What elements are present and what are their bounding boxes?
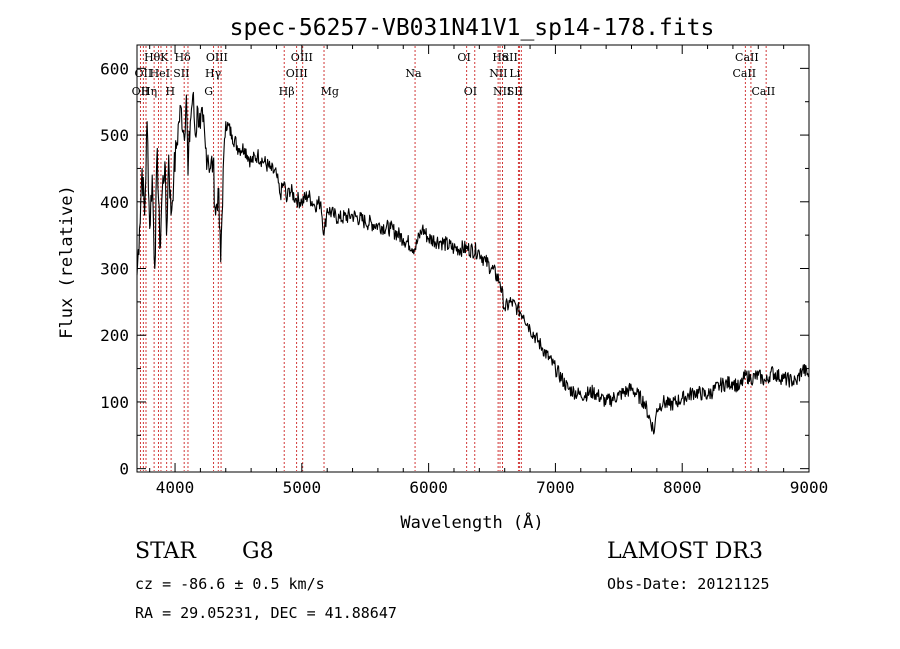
line-label: OII bbox=[132, 85, 150, 98]
y-tick-label: 300 bbox=[100, 260, 129, 279]
redshift-text: cz = -86.6 ± 0.5 km/s bbox=[135, 575, 325, 593]
x-tick-label: 8000 bbox=[663, 478, 702, 497]
y-axis-ticks: 0 100 200 300 400 500 600 bbox=[100, 59, 809, 479]
line-label: Hη bbox=[141, 85, 157, 98]
y-axis-label: Flux (relative) bbox=[57, 185, 77, 339]
line-label: OIII bbox=[291, 51, 313, 64]
y-tick-label: 500 bbox=[100, 126, 129, 145]
line-label: Li bbox=[509, 67, 520, 80]
line-label: Hβ bbox=[279, 85, 295, 98]
x-axis-label: Wavelength (Å) bbox=[400, 511, 543, 533]
object-subclass: G8 bbox=[242, 539, 274, 564]
line-label: H bbox=[166, 85, 176, 98]
y-tick-label: 600 bbox=[100, 59, 129, 78]
line-label: OIII bbox=[286, 67, 308, 80]
line-label: SII bbox=[173, 67, 189, 80]
plot-frame bbox=[136, 44, 810, 473]
line-label: OI bbox=[457, 51, 470, 64]
line-label: Hγ bbox=[205, 67, 222, 80]
x-tick-label: 9000 bbox=[790, 478, 829, 497]
line-label: Hδ bbox=[175, 51, 192, 64]
x-tick-label: 7000 bbox=[536, 478, 575, 497]
y-tick-label: 400 bbox=[100, 193, 129, 212]
x-tick-label: 5000 bbox=[283, 478, 322, 497]
line-label: Mg bbox=[321, 85, 339, 98]
line-label: CaII bbox=[732, 67, 756, 80]
line-label: OIII bbox=[206, 51, 228, 64]
x-tick-label: 4000 bbox=[156, 478, 195, 497]
spectrum-chart: spec-56257-VB031N41V1_sp14-178.fits OII O… bbox=[57, 15, 829, 533]
survey-name: LAMOST DR3 bbox=[607, 539, 763, 564]
line-label: HeI bbox=[150, 67, 170, 80]
y-tick-label: 0 bbox=[119, 460, 129, 479]
obs-date-text: Obs-Date: 20121125 bbox=[607, 575, 770, 593]
spectrum-line bbox=[136, 91, 810, 435]
line-label: OII bbox=[134, 67, 152, 80]
coordinates-text: RA = 29.05231, DEC = 41.88647 bbox=[135, 604, 397, 622]
line-label: CaII bbox=[735, 51, 759, 64]
line-label: K bbox=[160, 51, 169, 64]
y-tick-label: 200 bbox=[100, 326, 129, 345]
line-label: CaII bbox=[752, 85, 776, 98]
x-axis-ticks: 4000 5000 6000 7000 8000 9000 bbox=[149, 45, 829, 497]
object-class: STAR bbox=[135, 539, 196, 564]
emission-line-labels: OIIOIIHηHθHeIKHSIIHδGHγOIIIHβOIIIOIIIMgN… bbox=[132, 51, 776, 98]
line-label: SII bbox=[502, 51, 518, 64]
y-tick-label: 100 bbox=[100, 393, 129, 412]
line-label: Hθ bbox=[144, 51, 161, 64]
line-label: NII bbox=[493, 85, 511, 98]
line-label: OI bbox=[464, 85, 477, 98]
chart-title: spec-56257-VB031N41V1_sp14-178.fits bbox=[230, 15, 715, 41]
x-tick-label: 6000 bbox=[409, 478, 448, 497]
line-label: Na bbox=[405, 67, 422, 80]
line-label: Hα bbox=[492, 51, 510, 64]
line-label: SII bbox=[507, 85, 523, 98]
line-label: G bbox=[204, 85, 213, 98]
line-label: NII bbox=[489, 67, 507, 80]
